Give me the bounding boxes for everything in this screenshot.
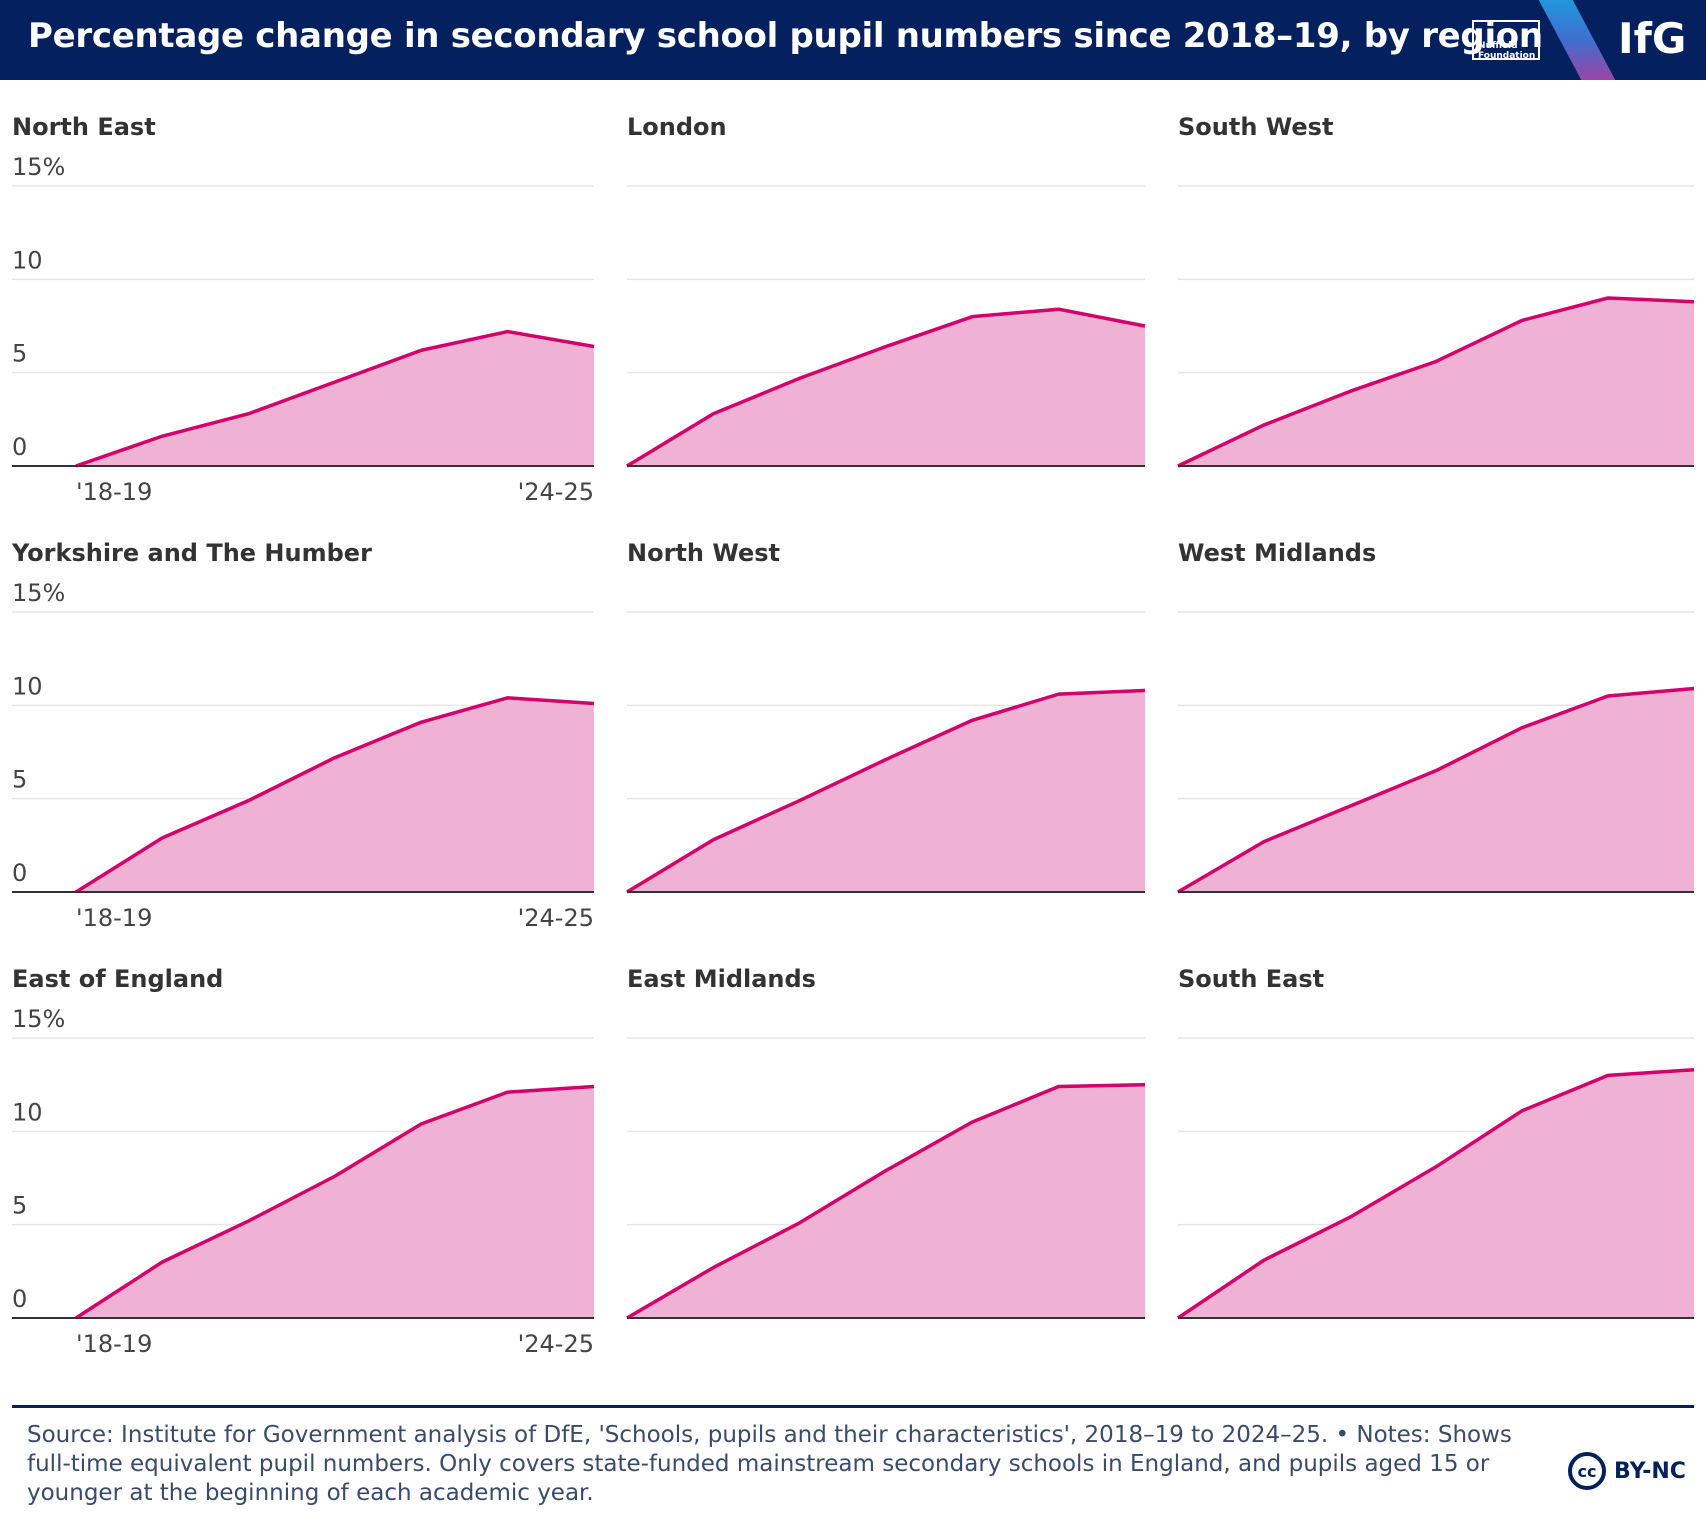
panel-title: Yorkshire and The Humber <box>11 539 372 567</box>
x-tick-label: '18-19 <box>76 478 152 506</box>
y-tick-label: 5 <box>12 1192 27 1220</box>
panel-south-east: South East <box>1177 965 1695 1320</box>
y-tick-label: 10 <box>12 672 43 700</box>
area-fill <box>627 309 1145 466</box>
license-badge: cc BY-NC <box>1568 1449 1686 1493</box>
nuffield-foundation-logo: Nuffield Foundation <box>1472 20 1540 61</box>
panel-yorkshire-and-the-humber: Yorkshire and The Humber 0 5 10 15% '18-19 '24… <box>11 539 595 932</box>
area-fill <box>627 690 1145 892</box>
y-tick-label: 15% <box>12 153 65 181</box>
x-tick-label: '18-19 <box>76 904 152 932</box>
area-fill <box>76 697 594 892</box>
area-fill <box>1178 688 1694 892</box>
panel-north-east: North East 0 5 10 15% '18-19 '24-25 <box>12 113 595 506</box>
panel-title: North East <box>12 113 156 141</box>
y-tick-label: 0 <box>12 859 27 887</box>
panel-title: South East <box>1178 965 1324 993</box>
ifg-logo: IfG <box>1618 14 1687 63</box>
y-tick-label: 10 <box>12 1098 43 1126</box>
panel-south-west: South West <box>1177 113 1695 468</box>
panel-east-midlands: East Midlands <box>626 965 1146 1320</box>
creative-commons-icon: cc <box>1568 1452 1606 1490</box>
y-tick-label: 5 <box>12 340 27 368</box>
panel-london: London <box>626 113 1146 468</box>
panel-title: West Midlands <box>1178 539 1376 567</box>
x-tick-label: '18-19 <box>76 1330 152 1358</box>
panel-title: London <box>627 113 727 141</box>
x-tick-label: '24-25 <box>518 478 594 506</box>
license-label: BY-NC <box>1614 1458 1686 1484</box>
source-note: Source: Institute for Government analysi… <box>27 1422 1512 1506</box>
panel-east-of-england: East of England 0 5 10 15% '18-19 '24-25 <box>12 965 595 1358</box>
panel-title: East of England <box>12 965 223 993</box>
panel-west-midlands: West Midlands <box>1177 539 1695 894</box>
panel-title: East Midlands <box>627 965 816 993</box>
panel-north-west: North West <box>626 539 1146 894</box>
area-fill <box>1178 298 1694 466</box>
area-fill <box>76 331 594 466</box>
y-tick-label: 5 <box>12 766 27 794</box>
chart-title: Percentage change in secondary school pu… <box>28 16 1543 56</box>
panel-title: South West <box>1178 113 1333 141</box>
x-tick-label: '24-25 <box>518 1330 594 1358</box>
area-fill <box>627 1084 1145 1318</box>
y-tick-label: 10 <box>12 246 43 274</box>
chart-header: Percentage change in secondary school pu… <box>0 0 1706 80</box>
footer-rule <box>12 1405 1694 1408</box>
small-multiples-charts: North East 0 5 10 15% '18-19 '24-25 London South… <box>11 113 1695 1358</box>
panel-title: North West <box>627 539 780 567</box>
area-fill <box>76 1086 594 1318</box>
y-tick-label: 0 <box>12 433 27 461</box>
y-tick-label: 0 <box>12 1285 27 1313</box>
area-fill <box>1178 1069 1694 1318</box>
x-tick-label: '24-25 <box>518 904 594 932</box>
y-tick-label: 15% <box>12 1005 65 1033</box>
y-tick-label: 15% <box>12 579 65 607</box>
